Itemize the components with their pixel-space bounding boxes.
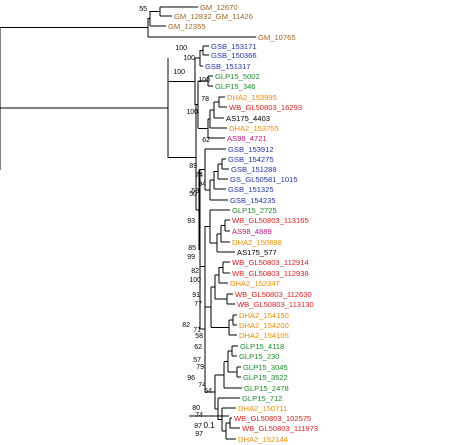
leaf-label: GM_10765 <box>258 33 296 42</box>
leaf-label: AS98_4889 <box>232 227 272 236</box>
bootstrap-value: 99 <box>187 254 195 261</box>
bootstrap-value: 87 <box>194 423 202 430</box>
bootstrap-value: 100 <box>175 45 187 52</box>
leaf-label: AS175_577 <box>237 248 277 257</box>
bootstrap-value: 62 <box>194 344 202 351</box>
bootstrap-value: 78 <box>201 96 209 103</box>
bootstrap-value: 62 <box>202 137 210 144</box>
leaf-label: GSB_153171 <box>211 42 257 51</box>
bootstrap-value: 100 <box>183 55 195 62</box>
leaf-label: GLP15_5002 <box>215 72 260 81</box>
leaf-label: GLP15_346 <box>215 82 256 91</box>
leaf-label: GLP15_3522 <box>243 373 288 382</box>
bootstrap-value: 97 <box>195 431 203 438</box>
tree-branches <box>0 6 256 440</box>
leaf-label: WB_GL50803_112914 <box>232 258 309 267</box>
bootstrap-value: 100 <box>186 109 198 116</box>
leaf-label: GSB_154275 <box>228 155 274 164</box>
leaf-label: AS98_4721 <box>227 134 267 143</box>
bootstrap-value: 71 <box>193 327 201 334</box>
leaf-label: DHA2_154200 <box>239 321 289 330</box>
leaf-label: WB_GL50803_113130 <box>237 300 314 309</box>
leaf-label: DHA2_150711 <box>238 404 287 413</box>
leaf-label: GM_12355 <box>168 22 206 31</box>
leaf-label: DHA2_154150 <box>239 311 289 320</box>
bootstrap-value: 77 <box>194 301 202 308</box>
bootstrap-value: 58 <box>195 333 203 340</box>
leaf-label: GLP15_2725 <box>232 206 277 215</box>
bootstrap-value: 85 <box>188 245 196 252</box>
bootstrap-value: 54 <box>204 388 212 395</box>
leaf-label: WB_GL50803_102575 <box>234 414 311 423</box>
leaf-label: GM_12670 <box>200 3 238 12</box>
leaf-label: GSB_154235 <box>230 196 276 205</box>
leaf-label: GS_GL50581_1015 <box>230 175 298 184</box>
bootstrap-value: 57 <box>193 357 201 364</box>
leaf-label: GSB_151325 <box>228 185 274 194</box>
scale-bar-label: 0.1 <box>203 421 215 430</box>
leaf-label: GLP15_2478 <box>244 384 289 393</box>
bootstrap-value: 82 <box>182 322 190 329</box>
bootstrap-value: 80 <box>192 405 200 412</box>
bootstrap-value: 100 <box>198 77 210 84</box>
leaf-label: GLP15_4118 <box>240 342 284 351</box>
leaf-label: GSB_151288 <box>231 165 277 174</box>
leaf-label: DHA2_153755 <box>229 124 279 133</box>
leaf-label: DHA2_154105 <box>239 331 289 340</box>
bootstrap-value: 93 <box>187 218 195 225</box>
bootstrap-value: 82 <box>191 268 199 275</box>
bootstrap-value: 94 <box>198 181 206 188</box>
leaf-label: GM_12832_GM_11426 <box>174 12 253 21</box>
leaf-label: GSB_150366 <box>211 51 257 60</box>
leaf-label: WB_GL50803_112938 <box>232 269 309 278</box>
leaf-label: GSB_153912 <box>228 145 274 154</box>
bootstrap-value: 74 <box>195 172 203 179</box>
leaf-label: DHA2_152347 <box>230 279 280 288</box>
bootstrap-value: 100 <box>173 69 185 76</box>
leaf-label: GLP15_230 <box>239 352 280 361</box>
leaf-label: DHA2_152144 <box>238 435 288 444</box>
bootstrap-value: 91 <box>192 292 200 299</box>
leaf-label: WB_GL50803_111973 <box>242 424 318 433</box>
bootstrap-value: 96 <box>187 375 195 382</box>
leaf-label: DHA2_150898 <box>232 238 282 247</box>
leaf-label: GSB_151317 <box>205 62 251 71</box>
bootstrap-value: 58 <box>191 188 199 195</box>
bootstrap-values: 5510010010010078621008974945850938599821… <box>139 6 212 438</box>
scale-bar: 0.1 <box>189 415 229 430</box>
leaf-label: AS175_4403 <box>226 114 270 123</box>
leaf-label: WB_GL50803_113165 <box>232 216 309 225</box>
bootstrap-value: 100 <box>189 277 201 284</box>
bootstrap-value: 74 <box>198 382 206 389</box>
bootstrap-value: 55 <box>139 6 147 13</box>
bootstrap-value: 79 <box>196 364 204 371</box>
leaf-label: GLP15_712 <box>242 394 283 403</box>
leaf-label: WB_GL50803_16293 <box>229 103 302 112</box>
leaf-label: DHA2_153995 <box>227 93 277 102</box>
leaf-label: GLP15_3045 <box>243 363 288 372</box>
leaf-label: WB_GL50803_112630 <box>235 290 312 299</box>
bootstrap-value: 89 <box>189 163 197 170</box>
bootstrap-value: 50 <box>189 191 197 198</box>
